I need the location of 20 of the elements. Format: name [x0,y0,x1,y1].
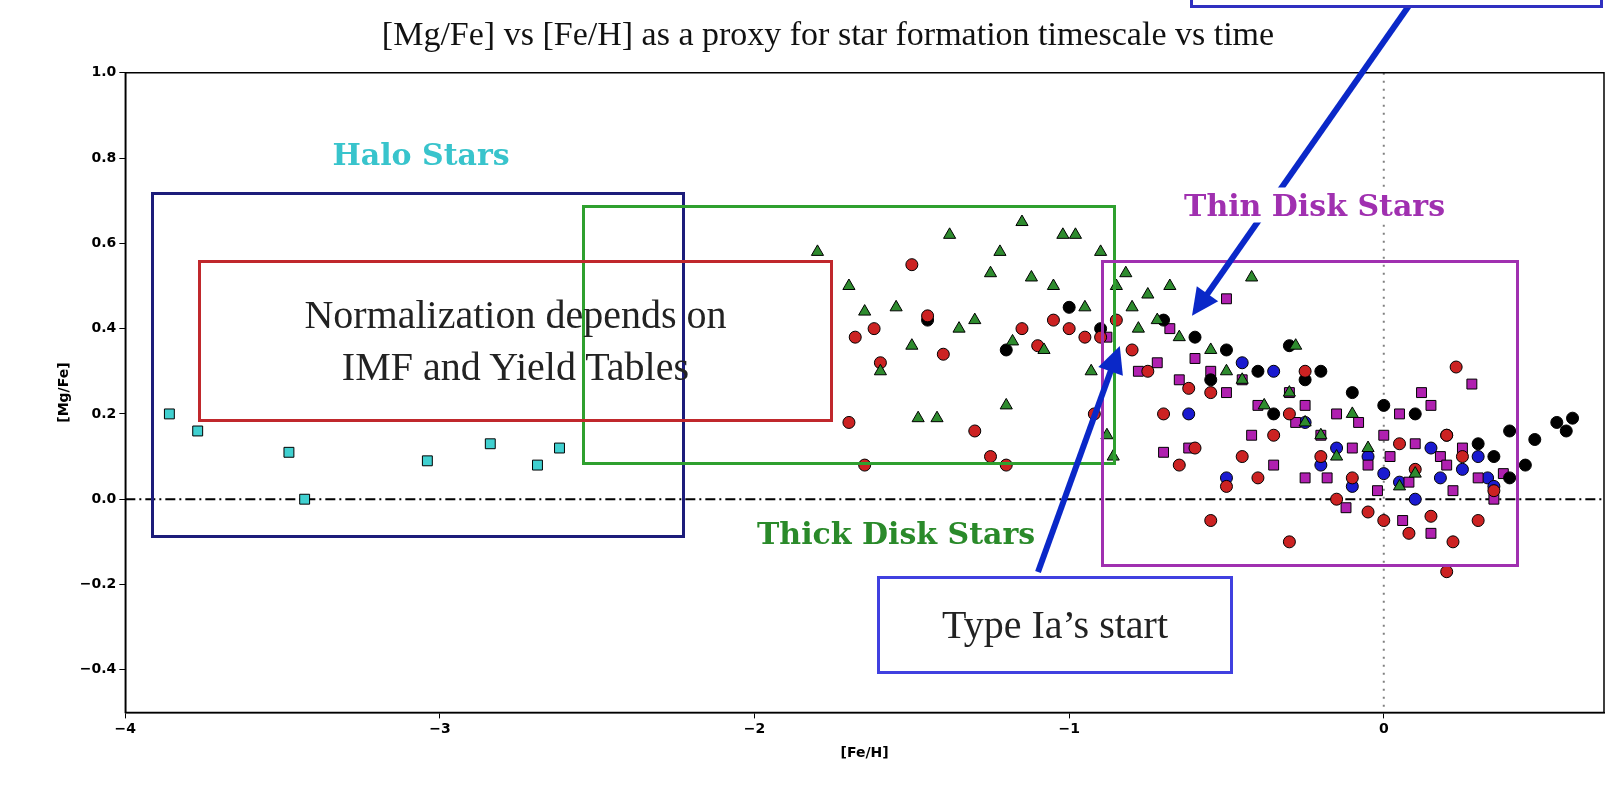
y-tick-label: −0.2 [79,575,117,592]
annotation: Halo Stars [328,136,514,172]
x-tick-label: −4 [114,720,137,737]
y-tick-label: 0.4 [91,319,117,336]
x-tick-label: −1 [1058,720,1080,737]
x-tick-label: 0 [1378,720,1389,737]
y-axis-title: [Mg/Fe] [55,362,72,423]
x-tick-label: −2 [743,720,766,737]
y-tick-label: 0.6 [91,234,117,250]
x-axis-title: [Fe/H] [840,744,889,761]
annotation: Thin Disk Stars [1180,187,1450,223]
y-tick-label: 0.0 [91,489,117,506]
y-tick-label: 0.8 [91,148,117,165]
y-tick-label: 0.2 [91,404,117,421]
annotation: Thick Disk Stars [753,515,1040,551]
y-tick-label: 1.0 [91,63,117,80]
annotation: Type Ia’s start [941,600,1168,649]
chart-title: [Mg/Fe] vs [Fe/H] as a proxy for star formation timescale vs time [381,15,1275,53]
y-tick-label: −0.4 [79,660,117,677]
x-tick-label: −3 [429,720,451,737]
